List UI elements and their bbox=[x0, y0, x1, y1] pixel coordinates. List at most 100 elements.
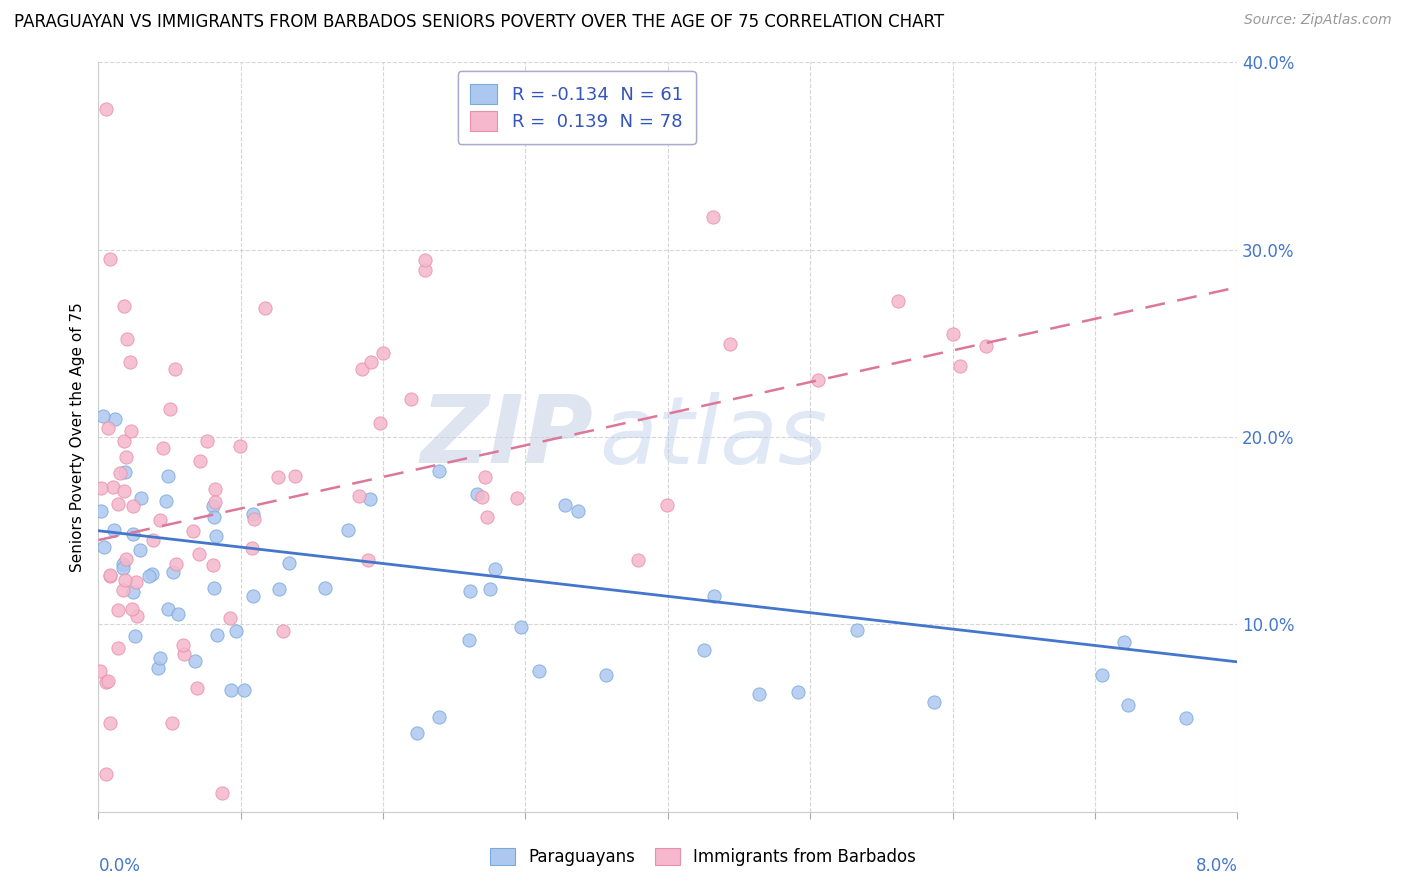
Legend: Paraguayans, Immigrants from Barbados: Paraguayans, Immigrants from Barbados bbox=[481, 840, 925, 875]
Point bbox=[149, 651, 172, 665]
Point bbox=[149, 513, 172, 527]
Point bbox=[225, 624, 247, 638]
Point bbox=[201, 558, 224, 572]
Point bbox=[350, 362, 373, 376]
Point bbox=[922, 695, 945, 709]
Point bbox=[98, 568, 121, 582]
Point bbox=[1116, 698, 1139, 712]
Point bbox=[103, 524, 125, 538]
Point bbox=[121, 499, 143, 513]
Point bbox=[787, 685, 810, 699]
Point bbox=[474, 470, 496, 484]
Point bbox=[254, 301, 277, 315]
Point bbox=[233, 683, 256, 698]
Point bbox=[1091, 668, 1114, 682]
Point bbox=[122, 527, 145, 541]
Point bbox=[188, 548, 211, 562]
Point bbox=[96, 767, 118, 781]
Point bbox=[229, 439, 252, 453]
Point bbox=[152, 441, 174, 455]
Point bbox=[347, 489, 370, 503]
Point bbox=[477, 510, 499, 524]
Point bbox=[103, 480, 125, 494]
Point bbox=[371, 346, 394, 360]
Point bbox=[108, 466, 131, 480]
Point bbox=[595, 668, 617, 682]
Point bbox=[120, 424, 142, 438]
Point bbox=[183, 524, 205, 538]
Point bbox=[98, 568, 121, 582]
Point bbox=[118, 355, 141, 369]
Point bbox=[188, 453, 211, 467]
Point bbox=[115, 450, 138, 464]
Point bbox=[93, 540, 115, 554]
Point bbox=[413, 263, 436, 277]
Point bbox=[267, 470, 290, 484]
Point bbox=[112, 483, 135, 498]
Point bbox=[112, 583, 135, 598]
Point bbox=[337, 524, 360, 538]
Point bbox=[115, 332, 138, 346]
Point bbox=[138, 569, 160, 583]
Point bbox=[368, 416, 391, 430]
Point bbox=[458, 584, 481, 599]
Point bbox=[273, 624, 295, 638]
Point bbox=[219, 682, 242, 697]
Point bbox=[243, 512, 266, 526]
Point bbox=[314, 581, 336, 595]
Point bbox=[125, 608, 148, 623]
Point bbox=[107, 640, 129, 655]
Point bbox=[114, 573, 136, 587]
Point bbox=[219, 610, 242, 624]
Point bbox=[166, 607, 188, 622]
Point bbox=[94, 102, 117, 116]
Point bbox=[509, 620, 531, 634]
Point bbox=[90, 504, 112, 518]
Text: ZIP: ZIP bbox=[420, 391, 593, 483]
Point bbox=[703, 589, 725, 603]
Point bbox=[98, 716, 121, 731]
Point bbox=[202, 581, 225, 595]
Point bbox=[506, 491, 529, 505]
Point bbox=[202, 500, 225, 514]
Point bbox=[122, 584, 145, 599]
Point bbox=[1175, 711, 1198, 725]
Point bbox=[457, 632, 479, 647]
Y-axis label: Seniors Poverty Over the Age of 75: Seniors Poverty Over the Age of 75 bbox=[69, 302, 84, 572]
Point bbox=[702, 211, 724, 225]
Point bbox=[406, 726, 429, 740]
Point bbox=[114, 552, 136, 566]
Point bbox=[107, 603, 129, 617]
Point bbox=[104, 412, 127, 426]
Point bbox=[165, 558, 187, 572]
Point bbox=[399, 392, 422, 406]
Text: Source: ZipAtlas.com: Source: ZipAtlas.com bbox=[1244, 13, 1392, 28]
Point bbox=[554, 498, 576, 512]
Point bbox=[146, 661, 169, 675]
Point bbox=[112, 299, 135, 313]
Text: 8.0%: 8.0% bbox=[1195, 856, 1237, 875]
Point bbox=[112, 434, 135, 448]
Point bbox=[204, 482, 226, 496]
Point bbox=[172, 638, 194, 652]
Point bbox=[184, 654, 207, 668]
Point bbox=[284, 469, 307, 483]
Point bbox=[413, 253, 436, 268]
Point bbox=[205, 628, 228, 642]
Point bbox=[887, 293, 910, 308]
Text: 0.0%: 0.0% bbox=[98, 856, 141, 875]
Point bbox=[111, 561, 134, 575]
Point bbox=[942, 326, 965, 341]
Point bbox=[129, 491, 152, 506]
Point bbox=[1112, 635, 1135, 649]
Point bbox=[155, 494, 177, 508]
Point bbox=[211, 786, 233, 800]
Point bbox=[846, 624, 869, 638]
Point bbox=[360, 355, 382, 369]
Point bbox=[806, 373, 828, 387]
Point bbox=[204, 528, 226, 542]
Point bbox=[124, 629, 146, 643]
Point bbox=[627, 552, 650, 566]
Point bbox=[567, 504, 589, 518]
Point bbox=[949, 359, 972, 373]
